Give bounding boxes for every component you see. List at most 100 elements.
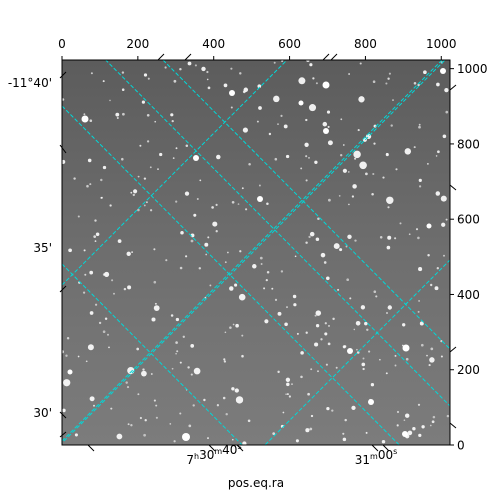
star: [245, 208, 248, 211]
star: [182, 433, 190, 441]
ra-grid-line: [162, 60, 450, 350]
star: [144, 419, 147, 422]
star: [437, 150, 440, 154]
right-axis-tick-label: 1000: [457, 62, 488, 76]
star: [83, 249, 86, 252]
star: [431, 420, 435, 424]
star: [212, 221, 218, 227]
star: [190, 373, 193, 376]
star: [418, 178, 422, 182]
world-axis-tick: [322, 53, 330, 61]
star: [155, 404, 158, 407]
star: [102, 330, 106, 334]
star: [370, 383, 375, 387]
star: [83, 113, 86, 116]
star: [286, 393, 289, 396]
star: [173, 440, 176, 443]
star: [362, 367, 365, 371]
star: [324, 322, 327, 325]
ra-grid-line: [104, 60, 450, 407]
star: [207, 86, 211, 90]
star: [199, 179, 202, 182]
star: [340, 118, 343, 121]
star: [185, 144, 189, 148]
star: [403, 419, 406, 422]
star: [396, 424, 399, 427]
right-axis-tick-label: 800: [457, 137, 480, 151]
star: [305, 428, 310, 433]
star: [153, 399, 156, 402]
world-axis-tick: [208, 444, 216, 452]
ra-tick-label: 7h30m40s: [186, 442, 241, 467]
star: [386, 152, 388, 155]
star: [108, 346, 110, 349]
star: [179, 412, 182, 415]
star: [445, 218, 448, 221]
star: [375, 295, 378, 298]
star: [342, 437, 347, 442]
star: [373, 142, 376, 145]
star: [272, 432, 276, 435]
dec-tick-labels: -11°40' 35' 30': [8, 76, 52, 420]
star: [193, 213, 197, 217]
star: [237, 203, 240, 205]
star: [198, 267, 202, 270]
star: [298, 77, 306, 85]
star: [104, 317, 108, 320]
star: [364, 321, 368, 326]
star: [274, 298, 278, 301]
star: [390, 124, 393, 127]
star: [435, 155, 438, 157]
star: [176, 350, 179, 353]
dec-grid-line: [62, 60, 443, 442]
star: [207, 437, 209, 440]
star: [322, 81, 330, 89]
star: [146, 113, 150, 117]
world-axis-tick: [184, 53, 192, 61]
star: [121, 157, 124, 161]
star: [308, 157, 310, 159]
star: [446, 414, 450, 418]
star: [379, 236, 383, 239]
star: [419, 321, 424, 326]
star: [388, 72, 391, 75]
star: [235, 323, 239, 328]
top-axis-tick-label: 0: [58, 37, 66, 51]
star: [188, 424, 192, 428]
star: [223, 358, 226, 361]
star: [159, 152, 163, 157]
star: [127, 367, 135, 375]
star: [89, 396, 95, 402]
star: [362, 357, 365, 360]
star: [277, 370, 280, 374]
star: [333, 243, 340, 250]
star: [402, 323, 406, 327]
ra-grid-line: [62, 105, 400, 445]
star: [211, 206, 214, 209]
star: [93, 235, 97, 238]
star: [155, 416, 158, 419]
world-axis-tick: [157, 53, 165, 61]
star: [312, 77, 315, 80]
star: [143, 204, 146, 207]
star: [157, 168, 159, 170]
ra-tick-labels: 7h30m40s 31m00s: [186, 442, 397, 467]
star: [122, 112, 125, 116]
star: [317, 217, 320, 221]
star: [418, 185, 422, 188]
star: [175, 317, 180, 322]
star: [252, 264, 257, 269]
star: [234, 388, 239, 393]
star: [444, 87, 449, 93]
star: [441, 222, 446, 227]
star: [121, 71, 125, 74]
dec-tick-label: -11°40': [8, 76, 52, 90]
star: [327, 125, 330, 128]
x-axis-label: pos.eq.ra: [228, 476, 284, 490]
star: [440, 340, 443, 343]
star: [298, 100, 304, 106]
star: [338, 195, 341, 197]
star: [395, 168, 398, 171]
star: [126, 386, 130, 389]
star: [89, 183, 92, 186]
